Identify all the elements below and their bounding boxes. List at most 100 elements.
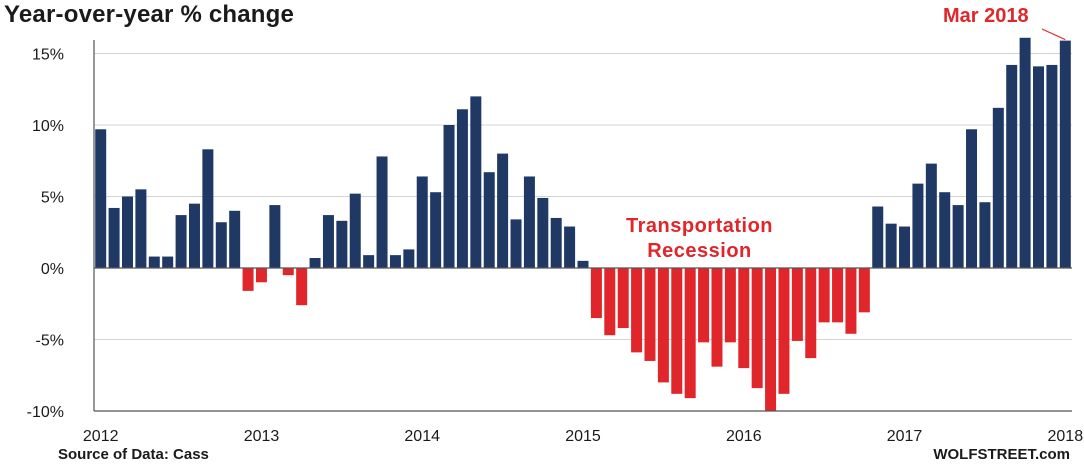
recession-annotation-line2: Recession [647,240,752,262]
bar [979,202,991,268]
bar [322,215,334,268]
brand-watermark: WOLFSTREET.com [933,446,1070,463]
annotation-leader [1041,28,1066,41]
bar [443,125,455,268]
bar [363,255,375,268]
gridlines [94,53,1072,340]
bar [135,189,147,268]
bar [966,129,978,268]
bar [148,256,160,268]
x-tick-label: 2012 [83,428,119,445]
x-tick-label: 2017 [887,428,923,445]
x-tick-label: 2016 [726,428,762,445]
bar [122,196,133,268]
bar [590,268,602,319]
bar [765,268,777,411]
bar [470,96,482,269]
x-tick-label: 2015 [565,428,601,445]
bar [389,255,401,268]
recession-annotation: Transportation Recession [626,214,773,264]
bar [684,268,696,399]
bar [550,217,562,268]
bar [215,222,227,268]
bar [523,176,535,268]
x-tick-labels: 2012 2013 2014 2015 2016 2017 2018 [83,428,1083,445]
bar [912,183,924,268]
x-tick-label: 2013 [244,428,280,445]
bar [1059,40,1071,268]
bar [497,153,509,268]
bar [724,268,736,343]
bar [336,220,348,268]
bar [818,268,830,323]
bar [631,268,643,353]
y-tick-label: -5% [36,333,64,350]
bar [657,268,669,383]
bar [376,156,388,268]
bar [416,176,428,268]
bar [282,268,294,276]
y-tick-label: 15% [32,47,64,64]
bar [564,226,576,268]
bar [537,197,549,268]
recession-annotation-line1: Transportation [626,215,774,237]
bar [577,260,589,268]
bar [939,192,951,268]
bar [925,163,937,268]
y-tick-label: -10% [27,404,64,421]
bar [296,268,308,306]
bar [791,268,803,341]
bar [269,205,281,268]
bar [992,107,1004,268]
bar [644,268,656,361]
bar [229,210,241,268]
bar [255,268,267,283]
bars [95,37,1071,411]
bar [95,129,107,268]
bar [778,268,790,394]
bar [483,172,495,268]
bar [1033,66,1044,269]
bar [604,268,616,336]
bar [952,205,964,268]
latest-month-annotation: Mar 2018 [943,5,1029,27]
bar [805,268,817,359]
bar [858,268,870,313]
y-tick-label: 10% [32,118,64,135]
bar [832,268,844,323]
bar [242,268,254,291]
bar [403,249,415,268]
bar [430,192,442,268]
x-tick-label: 2014 [404,428,440,445]
bar [698,268,710,343]
bar [175,215,187,268]
y-tick-labels: 15% 10% 5% 0% -5% -10% [27,47,64,422]
bar [1006,64,1018,268]
bar [872,206,884,268]
bar [456,109,468,269]
bar [1046,64,1058,268]
axes [93,28,1072,412]
bar [309,257,321,268]
bar [188,203,200,268]
bar [671,268,683,394]
bar [711,268,723,367]
bar [738,268,750,369]
bar [349,193,361,268]
bar [162,256,174,268]
chart-title: Year-over-year % change [4,1,295,28]
bar [845,268,857,334]
bar [1019,37,1031,268]
bar [617,268,629,329]
bar [202,149,214,268]
y-tick-label: 0% [41,261,64,278]
x-tick-label: 2018 [1048,428,1084,445]
bar [885,223,897,268]
bar [751,268,763,389]
bar [899,226,911,268]
y-tick-label: 5% [41,190,64,207]
bar [510,219,522,268]
bar [108,207,120,268]
source-note: Source of Data: Cass [58,446,209,463]
